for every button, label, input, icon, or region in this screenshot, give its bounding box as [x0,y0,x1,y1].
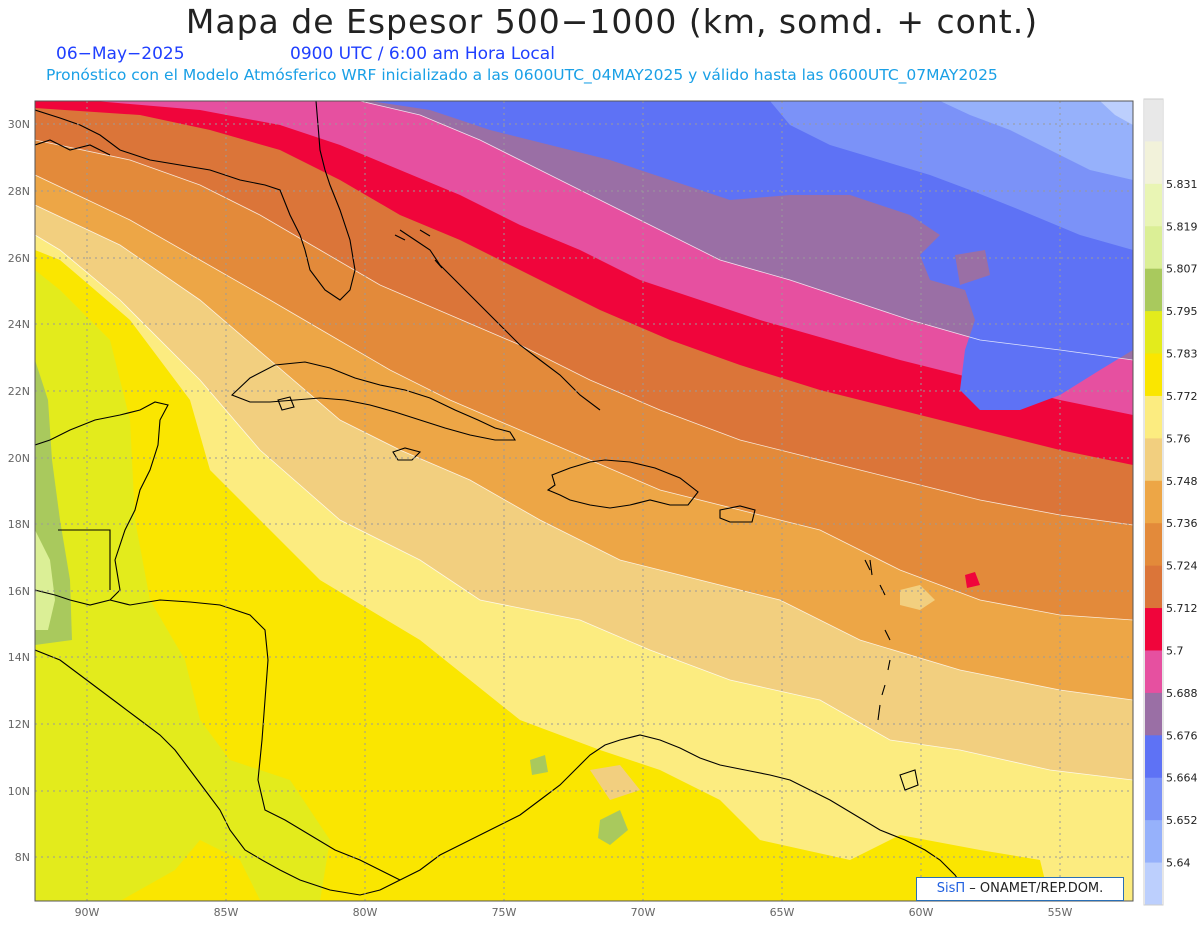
brand-logo: SisΠ [936,881,966,896]
lon-label: 70W [631,906,656,919]
legend-frame [1143,98,1164,906]
legend-swatch [1145,353,1162,397]
legend-value: 5.712 [1166,602,1198,615]
band-5807 [35,530,55,630]
lat-axis: 30N 28N 26N 24N 22N 20N 18N 16N 14N 12N … [8,118,30,864]
legend-value: 5.64 [1166,857,1191,870]
legend-value: 5.7 [1166,644,1184,657]
legend-swatch [1145,480,1162,524]
lat-label: 18N [8,518,30,531]
lon-label: 75W [492,906,517,919]
coastlines [35,101,976,901]
lat-label: 22N [8,385,30,398]
legend-value: 5.664 [1166,772,1198,785]
legend-swatch [1145,820,1162,864]
legend-value: 5.748 [1166,475,1198,488]
lat-label: 12N [8,718,30,731]
legend-value: 5.76 [1166,432,1191,445]
lat-label: 20N [8,452,30,465]
lat-label: 14N [8,651,30,664]
contour-lines [35,101,1133,781]
graticule [35,101,1133,901]
legend-swatch [1145,777,1162,821]
model-subtitle: Pronóstico con el Modelo Atmósferico WRF… [46,66,998,84]
legend-swatch [1145,523,1162,567]
legend-value: 5.724 [1166,560,1198,573]
legend-swatch [1145,608,1162,651]
lon-label: 60W [909,906,934,919]
isla-juventud [277,396,295,411]
band-5795-patches [530,755,628,845]
lat-label: 10N [8,785,30,798]
gulf-coast [35,139,111,156]
lat-label: 26N [8,252,30,265]
lon-label: 85W [214,906,239,919]
credit-text: – ONAMET/REP.DOM. [969,881,1104,896]
puerto-rico [719,505,756,523]
cuba [230,361,516,441]
band-5748-patches [590,585,935,800]
legend-swatch [1145,395,1162,439]
color-legend: 5.831 5.819 5.807 5.795 5.783 5.772 5.76 5.748 5… [1145,99,1198,906]
legend-value: 5.795 [1166,305,1198,318]
florida-coast [35,101,356,301]
lat-label: 8N [15,851,30,864]
legend-value: 5.736 [1166,517,1198,530]
credit-box: SisΠ – ONAMET/REP.DOM. [916,877,1124,901]
central-america [35,401,976,901]
band-5783 [35,101,330,901]
lat-label: 28N [8,185,30,198]
legend-swatch [1145,141,1162,185]
band-5640 [940,101,1133,180]
map-frame [34,100,1134,902]
band-5700-patch [965,572,980,588]
legend-value: 5.688 [1166,687,1198,700]
lat-label: 30N [8,118,30,131]
bahamas [399,229,601,411]
legend-swatch [1145,183,1162,227]
forecast-date: 06−May−2025 [56,44,185,64]
lat-label: 24N [8,318,30,331]
legend-value: 5.676 [1166,729,1198,742]
contour-bands [35,101,1133,901]
yucatan-border [58,529,111,590]
gulf-islands [394,229,443,269]
hispaniola [546,459,699,509]
lat-label: 16N [8,585,30,598]
lon-axis: 90W 85W 80W 75W 70W 65W 60W 55W [75,906,1073,919]
band-5628 [1100,101,1133,125]
legend-swatch [1145,862,1162,906]
forecast-time: 0900 UTC / 6:00 am Hora Local [290,44,555,64]
legend-swatch [1145,268,1162,312]
legend-swatch [1145,438,1162,482]
jamaica [392,447,422,461]
legend-swatch [1145,650,1162,694]
legend-swatch [1145,226,1162,270]
legend-value: 5.783 [1166,348,1198,361]
map-title: Mapa de Espesor 500−1000 (km, somd. + co… [185,2,1039,41]
legend-value: 5.652 [1166,814,1198,827]
legend-swatch [1145,692,1162,736]
legend-value: 5.831 [1166,178,1198,191]
legend-swatch [1145,565,1162,609]
lon-label: 90W [75,906,100,919]
trinidad [899,769,919,791]
lon-label: 80W [353,906,378,919]
lon-label: 65W [770,906,795,919]
legend-value: 5.819 [1166,220,1198,233]
legend-swatch [1145,311,1162,355]
lon-label: 55W [1048,906,1073,919]
band-5664-south [955,250,990,285]
legend-swatch [1145,735,1162,779]
legend-value: 5.772 [1166,390,1198,403]
legend-value: 5.807 [1166,263,1198,276]
lesser-antilles [864,559,891,721]
legend-swatch [1145,99,1162,142]
